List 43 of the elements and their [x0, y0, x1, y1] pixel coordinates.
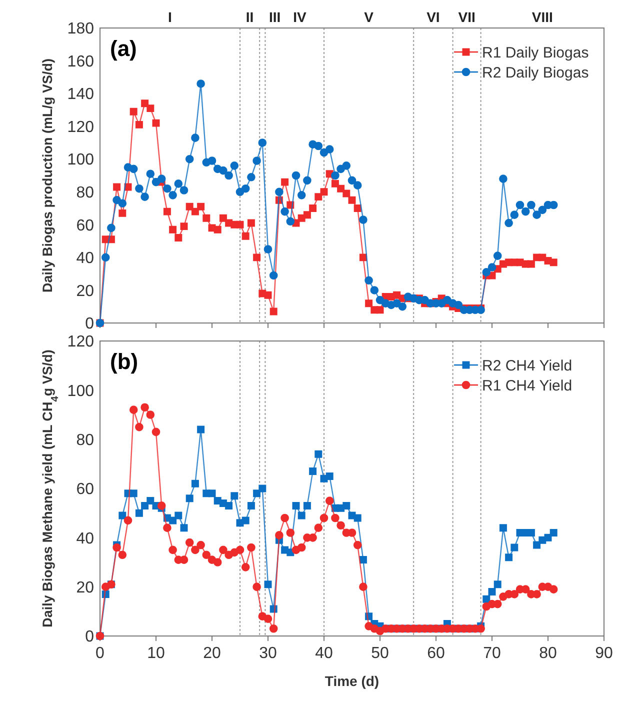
y-tick-label: 0: [85, 316, 94, 333]
x-tick-label: 10: [147, 645, 165, 662]
legend-label: R2 Daily Biogas: [482, 64, 589, 82]
x-tick-label: 60: [427, 645, 445, 662]
y-tick-label: 60: [76, 217, 94, 234]
y-axis-title: Daily Biogas production (mL/g VS/d): [40, 58, 55, 293]
y-tick-label: 40: [76, 530, 94, 548]
legend-label: R1 Daily Biogas: [482, 44, 589, 62]
y-tick-label: 20: [76, 579, 94, 596]
text: II: [246, 9, 254, 25]
x-tick-label: 90: [595, 645, 613, 662]
x-tick-label: 70: [483, 645, 501, 662]
x-tick-label: 30: [259, 645, 277, 662]
text: V: [364, 9, 374, 25]
y-tick-label: 80: [76, 184, 94, 202]
x-tick-label: 50: [371, 645, 389, 662]
y-tick-label: 80: [76, 432, 94, 449]
text: VII: [458, 9, 476, 25]
x-axis-title: Time (d): [324, 673, 380, 689]
y-tick-label: 160: [67, 53, 94, 70]
y-tick-label: 120: [67, 334, 94, 351]
y-tick-label: 0: [85, 628, 94, 646]
text: III: [268, 9, 281, 25]
y-tick-label: 100: [67, 152, 94, 169]
x-tick-label: 40: [315, 645, 333, 662]
y-tick-label: 180: [67, 20, 94, 38]
legend-label: R2 CH4 Yield: [482, 357, 572, 374]
text: I: [168, 9, 172, 25]
y-tick-label: 140: [67, 86, 94, 104]
annotation: (a): [110, 36, 137, 61]
text: VI: [426, 9, 440, 25]
y-tick-label: 60: [76, 481, 94, 498]
x-tick-label: 0: [96, 645, 105, 662]
y-tick-label: 120: [67, 118, 94, 136]
text: VIII: [532, 9, 553, 25]
legend-label: R1 CH4 Yield: [482, 377, 572, 394]
annotation: (b): [110, 349, 138, 374]
y-tick-label: 20: [76, 282, 94, 300]
x-tick-label: 80: [539, 645, 557, 662]
y-tick-label: 40: [76, 250, 94, 268]
y-tick-label: 100: [67, 382, 94, 400]
x-tick-label: 20: [203, 645, 221, 662]
text: IV: [293, 9, 308, 25]
